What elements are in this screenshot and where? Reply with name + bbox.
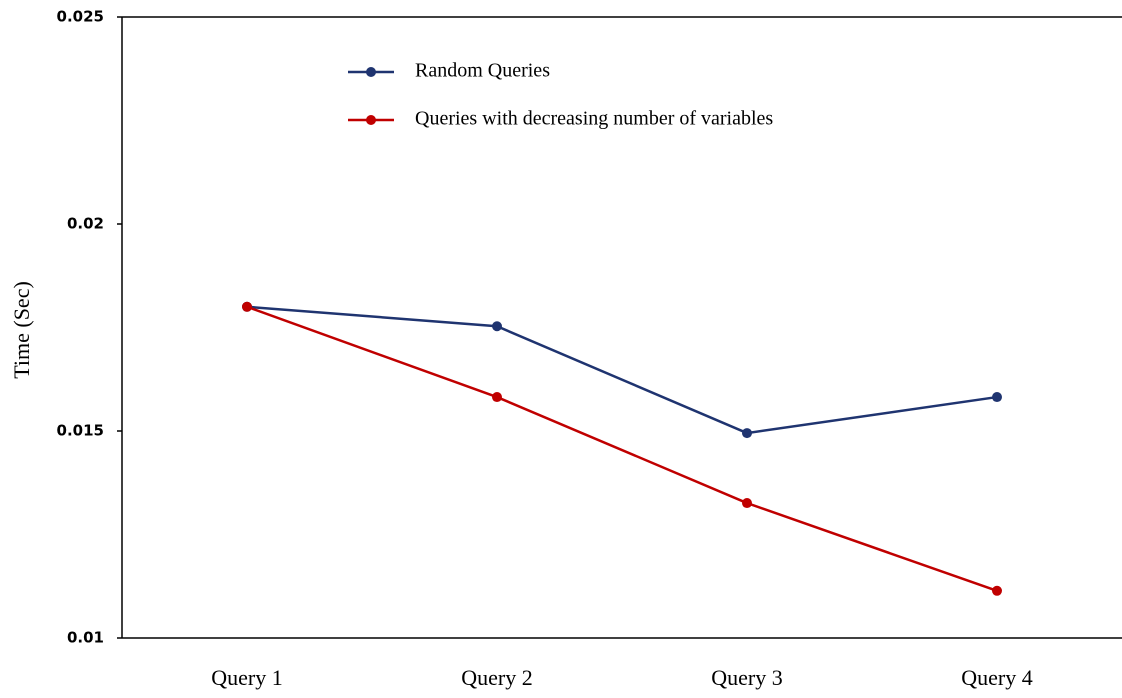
legend-marker: [366, 67, 376, 77]
data-point: [492, 321, 502, 332]
legend-label: Random Queries: [415, 60, 550, 82]
x-tick-label: Query 1: [211, 665, 282, 690]
y-tick-label: 0.02: [67, 215, 104, 233]
y-tick-label: 0.015: [57, 422, 104, 440]
legend-marker: [366, 115, 376, 125]
data-point: [742, 498, 752, 509]
x-tick-label: Query 3: [711, 665, 782, 690]
data-point: [242, 301, 252, 312]
y-tick-label: 0.025: [57, 8, 104, 26]
legend-label: Queries with decreasing number of variab…: [415, 108, 773, 130]
series-line: [246, 305, 998, 435]
data-point: [992, 392, 1002, 403]
data-point: [992, 585, 1002, 596]
data-point: [742, 428, 752, 439]
x-tick-label: Query 4: [961, 665, 1032, 690]
y-tick-label: 0.01: [67, 629, 104, 647]
y-axis-label: Time (Sec): [9, 281, 34, 379]
x-tick-label: Query 2: [461, 665, 532, 690]
series-line: [246, 305, 998, 592]
data-point: [492, 392, 502, 403]
